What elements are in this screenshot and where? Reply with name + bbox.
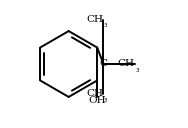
Text: $_3$: $_3$ [104, 96, 109, 105]
Text: OH: OH [88, 96, 106, 105]
Text: C: C [99, 60, 108, 68]
Text: $_3$: $_3$ [135, 66, 140, 75]
Text: CH: CH [86, 89, 104, 98]
Text: $_3$: $_3$ [104, 22, 109, 30]
Text: CH: CH [86, 15, 104, 24]
Text: CH: CH [118, 59, 135, 68]
